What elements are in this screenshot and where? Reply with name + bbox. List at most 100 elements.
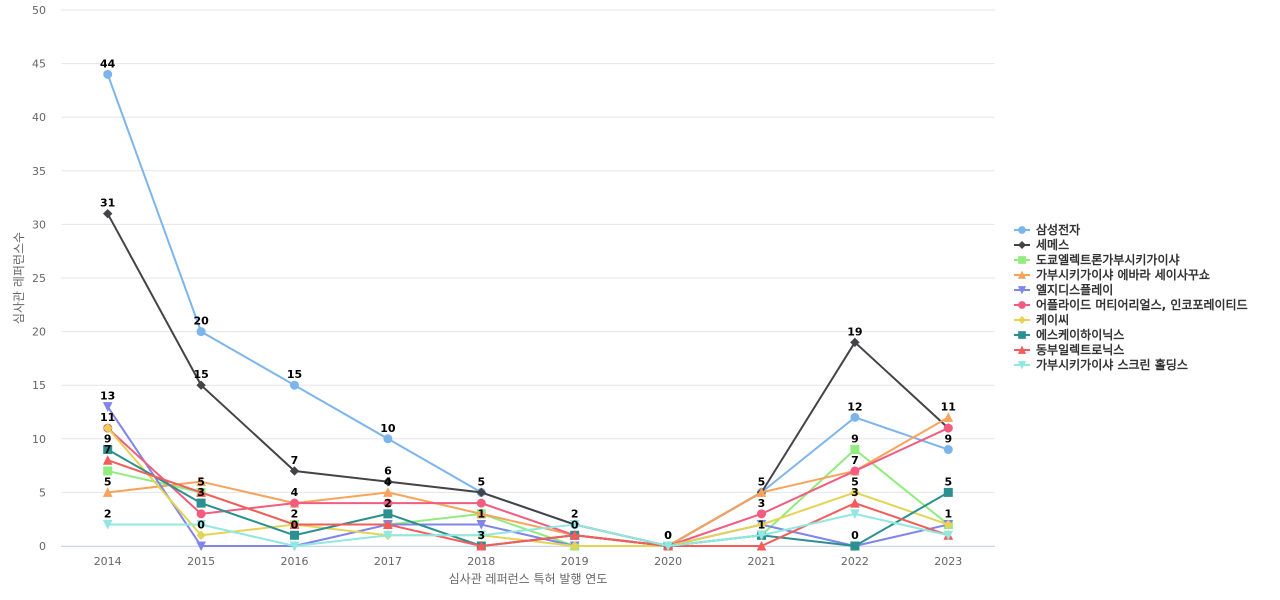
data-point[interactable] — [289, 541, 300, 552]
data-point[interactable] — [102, 487, 113, 497]
data-point[interactable] — [290, 380, 299, 390]
data-point[interactable] — [476, 520, 487, 530]
data-point[interactable] — [943, 519, 954, 530]
data-point[interactable] — [196, 327, 206, 337]
data-point[interactable] — [383, 476, 393, 487]
data-point[interactable] — [943, 487, 953, 497]
x-tick-label: 2018 — [467, 555, 495, 568]
legend-item[interactable]: 동부일렉트로닉스 — [1014, 342, 1248, 357]
data-label: 0 — [664, 529, 672, 542]
data-point[interactable] — [102, 455, 113, 465]
data-point[interactable] — [943, 445, 953, 455]
data-point[interactable] — [943, 423, 953, 433]
data-point[interactable] — [569, 530, 580, 540]
data-point[interactable] — [850, 337, 860, 348]
legend-item[interactable]: 엘지디스플레이 — [1014, 282, 1248, 297]
data-point[interactable] — [850, 445, 860, 455]
data-point[interactable] — [103, 445, 113, 455]
data-point[interactable] — [850, 487, 860, 498]
data-point[interactable] — [756, 530, 767, 541]
data-label: 3 — [197, 486, 205, 499]
data-label: 5 — [944, 475, 952, 488]
data-point[interactable] — [476, 487, 487, 498]
series-2 — [102, 208, 954, 551]
data-point[interactable] — [943, 412, 954, 422]
x-tick-label: 2016 — [281, 555, 309, 568]
series-line[interactable] — [106, 73, 949, 547]
y-tick-label: 25 — [32, 272, 46, 285]
data-point[interactable] — [850, 412, 860, 422]
legend-marker — [1018, 255, 1026, 264]
data-label: 20 — [193, 315, 209, 328]
legend-item[interactable]: 어플라이드 머티어리얼스, 인코포레이티드 — [1014, 297, 1248, 312]
data-point[interactable] — [756, 487, 767, 497]
data-point[interactable] — [102, 520, 113, 530]
legend-item[interactable]: 가부시키가이샤 에바라 세이사꾸쇼 — [1014, 267, 1248, 282]
series-line[interactable] — [107, 512, 949, 547]
data-point[interactable] — [476, 540, 487, 551]
data-point[interactable] — [290, 498, 299, 508]
data-point[interactable] — [383, 434, 393, 444]
data-point[interactable] — [196, 487, 206, 497]
grid-layer — [61, 9, 995, 547]
data-point[interactable] — [569, 520, 580, 530]
data-point[interactable] — [476, 508, 487, 519]
legend-item[interactable]: 에스케이하이닉스 — [1014, 327, 1248, 342]
data-point[interactable] — [663, 541, 673, 552]
data-point[interactable] — [196, 498, 206, 508]
data-point[interactable] — [756, 540, 767, 551]
x-tick-label: 2022 — [841, 555, 869, 568]
data-label: 31 — [100, 197, 115, 210]
data-point[interactable] — [850, 509, 860, 519]
legend-item[interactable]: 케이씨 — [1014, 312, 1248, 327]
data-point[interactable] — [569, 541, 580, 551]
data-label: 10 — [380, 422, 396, 435]
legend-item[interactable]: 세메스 — [1014, 237, 1248, 252]
data-point[interactable] — [476, 530, 487, 541]
data-point[interactable] — [196, 380, 206, 390]
data-point[interactable] — [383, 519, 393, 530]
data-point[interactable] — [383, 530, 393, 541]
series-line[interactable] — [106, 406, 949, 547]
legend-marker — [1017, 240, 1027, 249]
data-point[interactable] — [757, 509, 766, 519]
data-point[interactable] — [289, 466, 300, 476]
legend-marker-icon — [1014, 225, 1030, 234]
series-line[interactable] — [107, 427, 949, 547]
data-point[interactable] — [850, 541, 860, 551]
data-point[interactable] — [756, 519, 767, 530]
legend: 삼성전자 세메스 도쿄엘렉트론가부시키가이샤 가부시키가이샤 에바라 세이사꾸쇼 엘지디… — [1014, 222, 1248, 372]
data-point[interactable] — [196, 541, 206, 552]
data-label: 0 — [571, 518, 579, 531]
data-point[interactable] — [196, 476, 206, 487]
data-point[interactable] — [476, 498, 486, 508]
legend-marker — [1018, 330, 1026, 339]
legend-marker-icon — [1014, 315, 1030, 324]
data-point[interactable] — [102, 402, 113, 412]
data-point[interactable] — [103, 466, 113, 476]
data-label: 3 — [851, 486, 859, 499]
data-point[interactable] — [102, 423, 113, 433]
data-point[interactable] — [102, 208, 113, 219]
data-point[interactable] — [383, 509, 393, 519]
legend-marker-icon — [1014, 360, 1030, 369]
data-point[interactable] — [196, 530, 206, 540]
data-point[interactable] — [383, 487, 393, 497]
data-point[interactable] — [196, 520, 206, 530]
data-point[interactable] — [383, 498, 393, 508]
data-point[interactable] — [850, 498, 860, 508]
data-point[interactable] — [289, 519, 300, 530]
data-point[interactable] — [290, 530, 299, 540]
legend-item[interactable]: 도쿄엘렉트론가부시키가이샤 — [1014, 252, 1248, 267]
data-point[interactable] — [103, 69, 113, 79]
data-point[interactable] — [850, 466, 860, 476]
data-point[interactable] — [943, 530, 954, 541]
legend-label: 엘지디스플레이 — [1036, 283, 1114, 297]
legend-item[interactable]: 가부시키가이샤 스크린 홀딩스 — [1014, 357, 1248, 372]
legend-item[interactable]: 삼성전자 — [1014, 222, 1248, 237]
series-line[interactable] — [107, 416, 949, 547]
series-line[interactable] — [106, 213, 949, 547]
data-point[interactable] — [196, 509, 206, 519]
